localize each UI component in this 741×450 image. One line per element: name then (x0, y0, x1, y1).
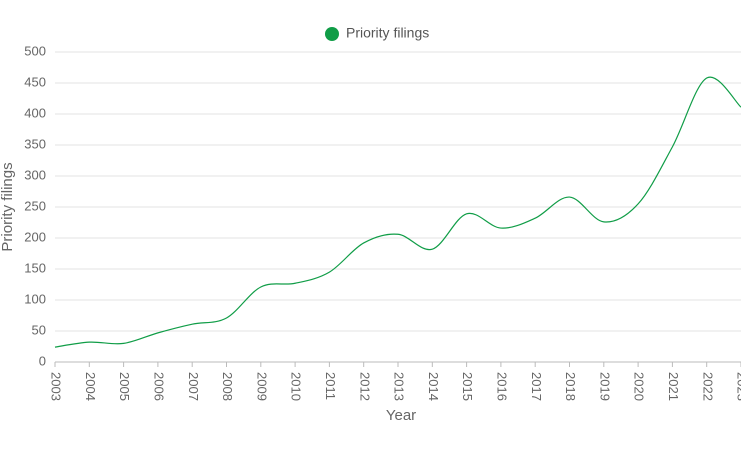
x-tick-label: 2015 (460, 372, 475, 401)
x-tick-label: 2019 (597, 372, 612, 401)
x-tick-label: 2011 (323, 372, 338, 400)
y-tick-label: 0 (39, 353, 46, 368)
x-axis-title: Year (386, 407, 416, 424)
x-tick-label: 2016 (494, 372, 509, 401)
x-tick-label: 2006 (151, 372, 166, 401)
x-tick-label: 2004 (83, 372, 98, 401)
x-tick-label: 2022 (700, 372, 715, 401)
y-tick-label: 300 (24, 167, 46, 182)
x-tick-label: 2012 (357, 372, 372, 401)
y-tick-label: 350 (24, 136, 46, 151)
x-tick-label: 2005 (117, 372, 132, 401)
x-tick-label: 2018 (563, 372, 578, 401)
y-axis-title: Priority filings (0, 162, 16, 251)
line-series (54, 76, 741, 348)
x-tick-label: 2007 (186, 372, 201, 401)
y-tick-label: 50 (32, 322, 46, 337)
x-tick-label: 2017 (529, 372, 544, 401)
legend-label: Priority filings (346, 25, 429, 41)
y-tick-label: 500 (24, 43, 46, 58)
legend-swatch (325, 27, 339, 41)
x-tick-label: 2009 (254, 372, 269, 401)
y-tick-label: 200 (24, 229, 46, 244)
x-tick-label: 2010 (289, 372, 304, 401)
y-tick-label: 450 (24, 74, 46, 89)
y-tick-label: 150 (24, 260, 46, 275)
x-tick-label: 2008 (220, 372, 235, 401)
x-tick-label: 2021 (666, 372, 681, 401)
x-tick-label: 2020 (632, 372, 647, 401)
y-tick-label: 250 (24, 198, 46, 213)
x-tick-label: 2003 (49, 372, 64, 401)
y-tick-label: 100 (24, 291, 46, 306)
x-tick-label: 2014 (426, 372, 441, 401)
y-tick-label: 400 (24, 105, 46, 120)
x-tick-label: 2023 (735, 372, 741, 401)
x-tick-label: 2013 (392, 372, 407, 401)
